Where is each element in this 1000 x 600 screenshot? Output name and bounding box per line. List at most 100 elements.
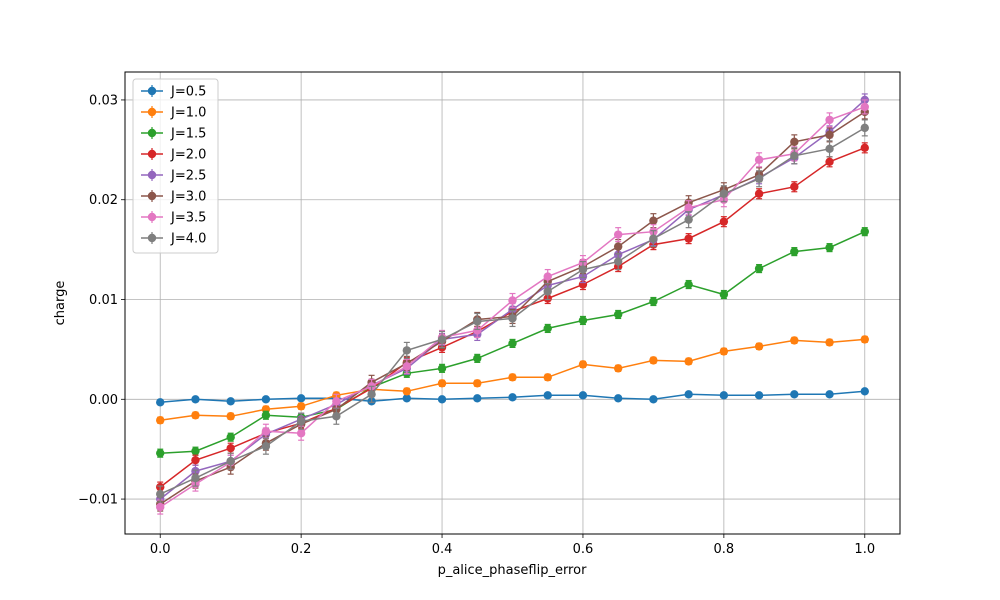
legend-item: J=2.0 xyxy=(141,148,206,163)
data-point xyxy=(860,123,869,133)
data-point xyxy=(754,189,764,198)
legend-label: J=4.0 xyxy=(170,232,206,247)
legend-label: J=2.5 xyxy=(170,169,206,184)
data-point xyxy=(719,290,729,299)
data-point xyxy=(684,234,693,243)
data-point xyxy=(367,390,376,399)
data-point xyxy=(825,115,834,125)
data-point xyxy=(649,234,658,243)
legend-item: J=0.5 xyxy=(141,85,206,100)
data-point xyxy=(754,391,764,400)
data-point xyxy=(613,394,623,403)
legend-label: J=2.0 xyxy=(170,148,206,163)
y-axis-label: charge xyxy=(53,281,68,326)
data-point xyxy=(790,137,799,147)
legend-label: J=1.0 xyxy=(170,106,206,121)
data-point xyxy=(226,412,235,421)
data-point xyxy=(437,379,447,388)
data-point xyxy=(191,473,200,483)
legend-marker xyxy=(147,191,157,201)
data-point xyxy=(508,296,517,305)
data-point xyxy=(613,230,623,239)
y-tick-label: 0.01 xyxy=(89,293,118,308)
data-point xyxy=(860,227,869,236)
legend-box xyxy=(132,78,219,254)
data-point xyxy=(825,144,834,154)
data-point xyxy=(684,203,693,212)
data-point xyxy=(296,402,306,411)
data-point xyxy=(332,412,341,421)
data-point xyxy=(684,357,693,366)
data-point xyxy=(860,387,869,396)
x-tick-label: 1.0 xyxy=(854,542,875,557)
x-tick-label: 0.2 xyxy=(291,542,312,557)
data-point xyxy=(191,395,200,404)
data-point xyxy=(754,174,764,183)
data-point xyxy=(684,390,693,399)
x-tick-label: 0.0 xyxy=(150,542,171,557)
ticks: 0.0 0.2 0.4 0.6 0.8 1.0 −0.01 0.00 0.01 0.02 0.03 xyxy=(78,93,875,557)
data-point xyxy=(508,339,517,348)
legend-marker xyxy=(147,107,157,117)
data-point xyxy=(790,336,799,345)
data-point xyxy=(825,243,834,252)
data-point xyxy=(473,326,482,335)
data-point xyxy=(790,390,799,399)
data-point xyxy=(684,280,693,289)
data-point xyxy=(543,373,552,382)
data-point xyxy=(790,151,799,161)
data-point xyxy=(191,411,200,420)
data-point xyxy=(473,317,482,326)
data-point xyxy=(296,429,306,438)
y-tick-label: −0.01 xyxy=(78,493,118,508)
data-point xyxy=(649,395,658,404)
data-point xyxy=(543,324,552,333)
data-point xyxy=(649,297,658,306)
data-point xyxy=(261,441,271,451)
x-tick-label: 0.4 xyxy=(432,542,453,557)
data-point xyxy=(156,398,165,407)
y-tick-label: 0.03 xyxy=(89,93,118,108)
legend-label: J=3.5 xyxy=(170,211,206,226)
legend: J=0.5 J=1.0 J=1.5 J=2.0 J=2.5 J=3.0 J=3.5 J=4.0 xyxy=(132,78,219,254)
data-point xyxy=(191,455,200,465)
data-point xyxy=(191,446,200,456)
legend-item: J=3.0 xyxy=(141,190,206,205)
data-point xyxy=(754,264,764,273)
legend-label: J=3.0 xyxy=(170,190,206,205)
data-point xyxy=(754,155,764,165)
data-point xyxy=(156,416,165,425)
legend-label: J=1.5 xyxy=(170,127,206,142)
data-point xyxy=(719,217,729,226)
series-J=0.5 xyxy=(156,387,869,407)
data-point xyxy=(578,265,588,274)
data-point xyxy=(613,242,623,251)
data-point xyxy=(296,394,306,403)
data-point xyxy=(226,456,235,466)
legend-marker xyxy=(147,212,157,222)
data-point xyxy=(226,397,235,406)
legend-marker xyxy=(147,233,157,243)
data-point xyxy=(437,364,447,373)
data-point xyxy=(296,417,306,426)
plot-frame xyxy=(124,71,901,535)
data-point xyxy=(402,346,412,355)
y-tick-label: 0.00 xyxy=(89,393,118,408)
data-point xyxy=(613,257,623,266)
data-point xyxy=(719,189,729,198)
legend-marker xyxy=(147,170,157,180)
data-point xyxy=(437,395,447,404)
data-point xyxy=(508,393,517,402)
series-layer xyxy=(156,93,869,515)
legend-marker xyxy=(147,86,157,96)
data-point xyxy=(860,335,869,344)
data-point xyxy=(613,364,623,373)
y-tick-label: 0.02 xyxy=(89,193,118,208)
x-tick-label: 0.6 xyxy=(573,542,594,557)
data-point xyxy=(543,287,552,296)
data-point xyxy=(226,443,235,453)
data-point xyxy=(790,182,799,191)
data-point xyxy=(156,502,165,512)
data-point xyxy=(261,427,271,436)
